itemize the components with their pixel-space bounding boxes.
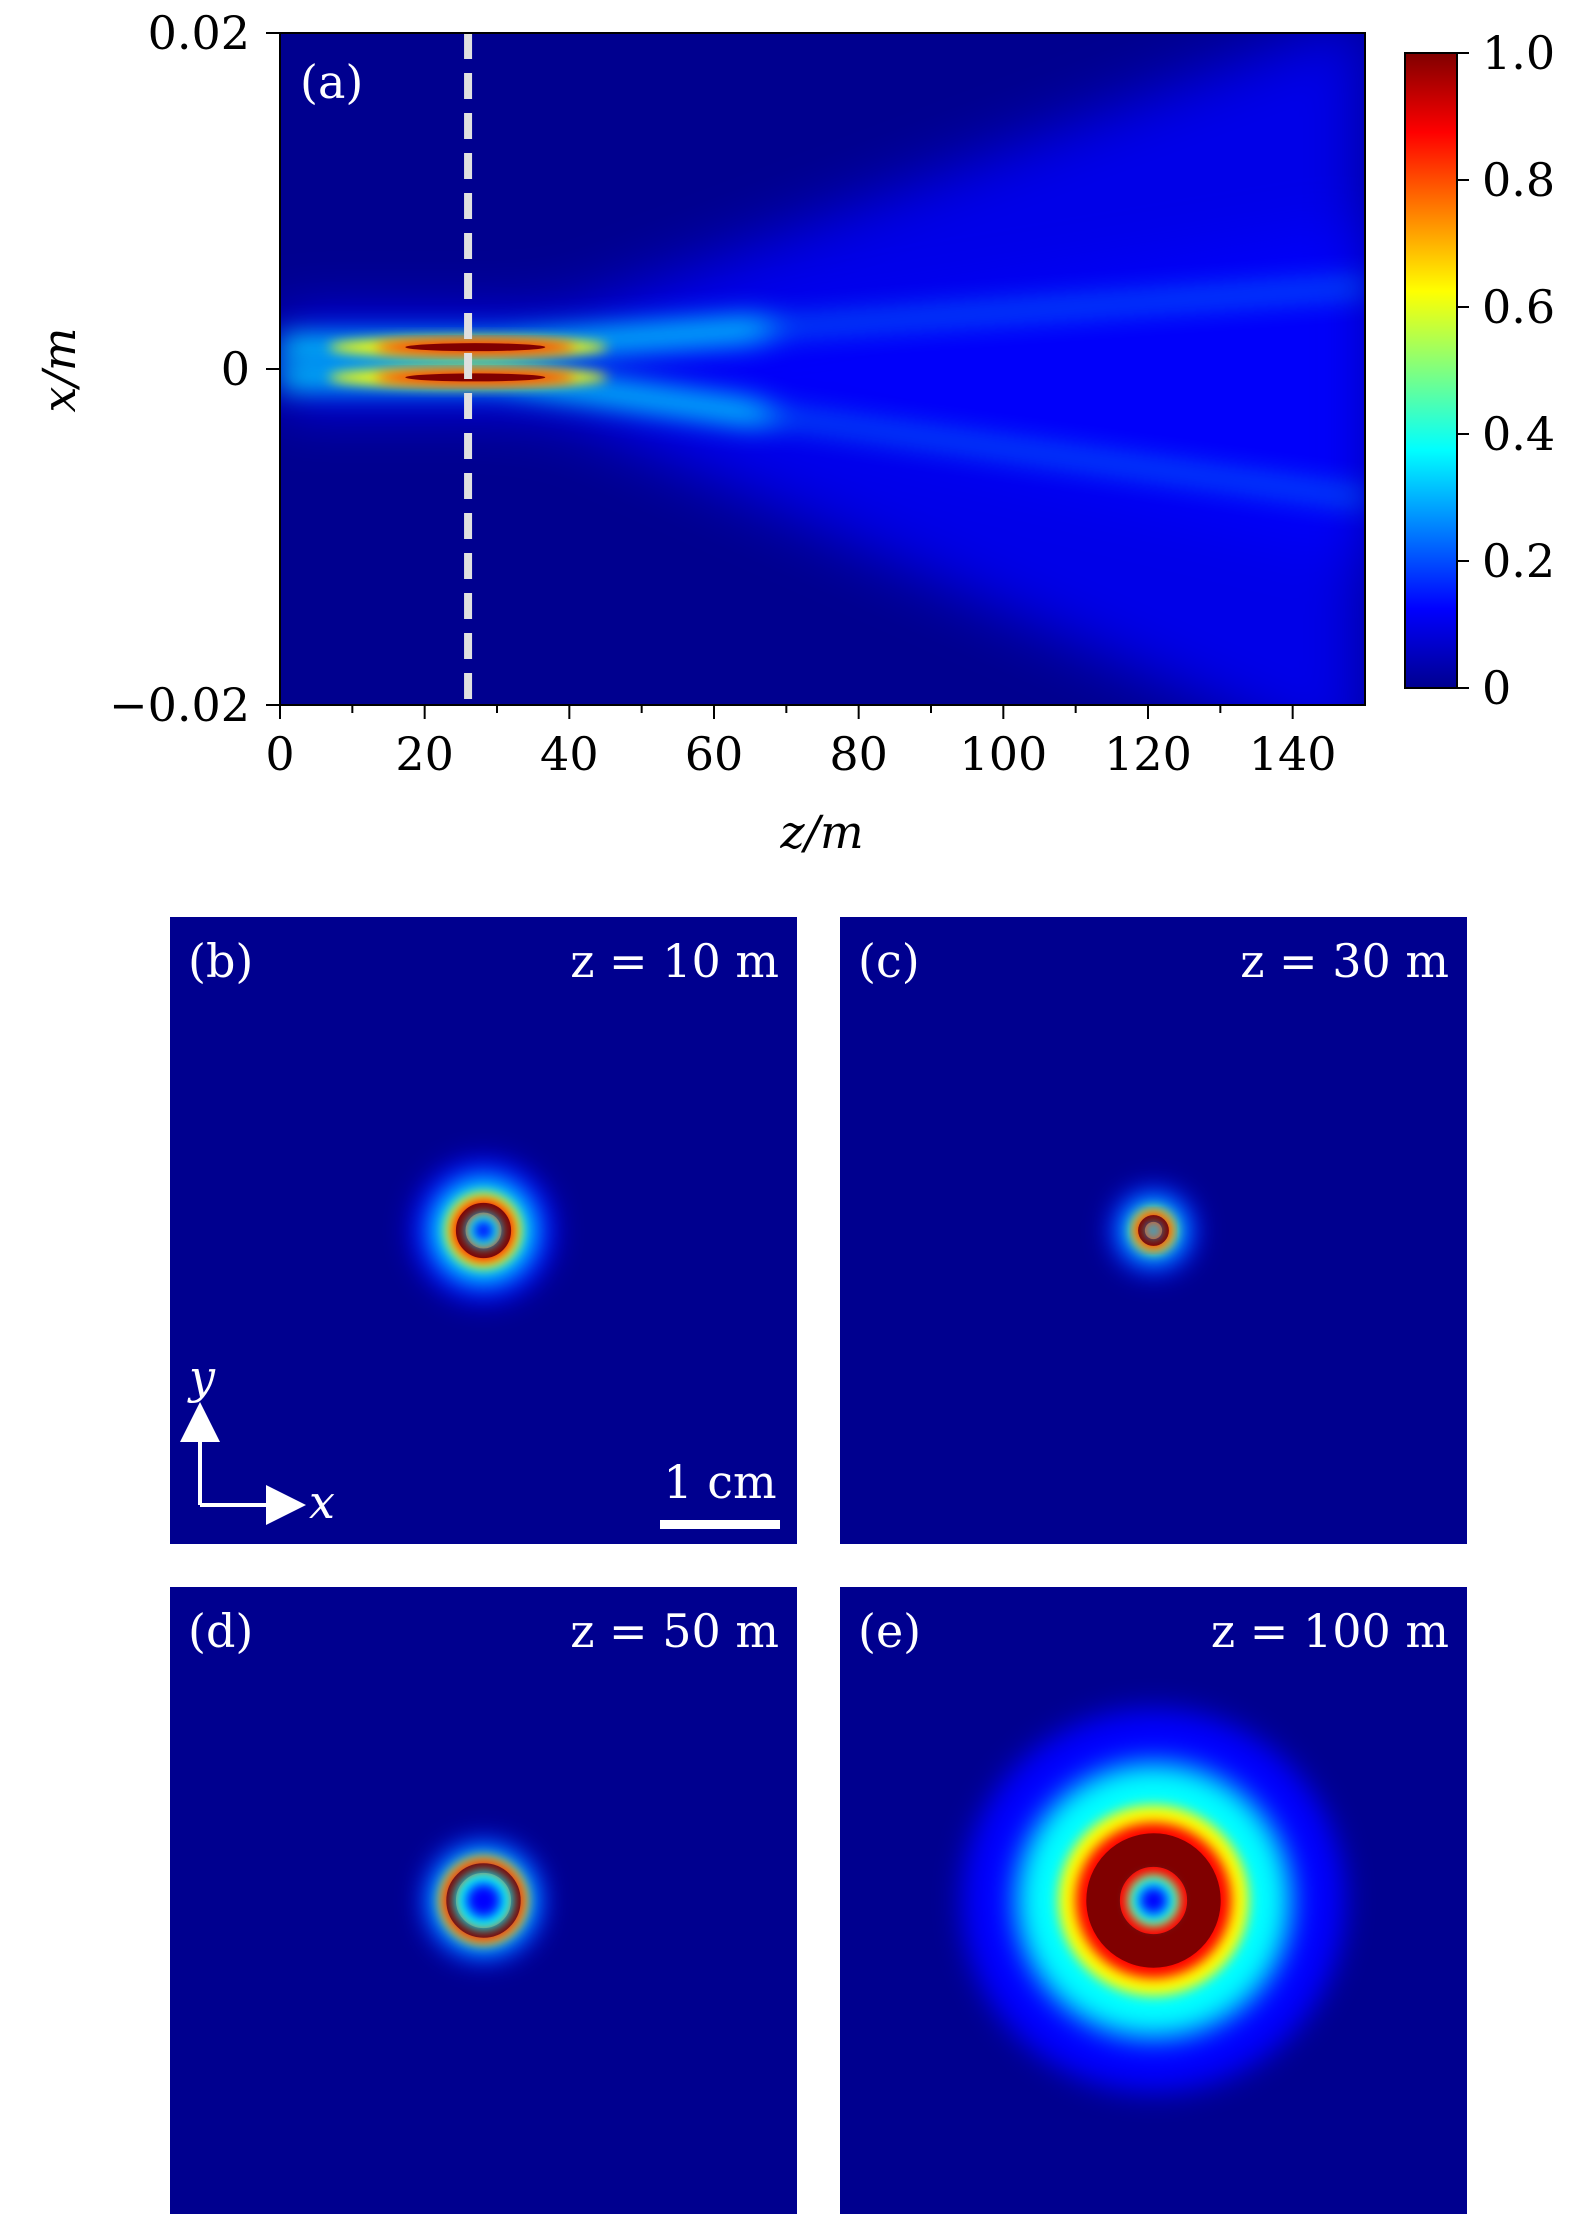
colorbar-tick-label: 0 xyxy=(1482,661,1511,715)
panel-label-d: (d) xyxy=(188,1604,253,1658)
panel-label-c: (c) xyxy=(858,934,920,988)
heatmap-a-marks xyxy=(280,33,1365,705)
colorbar-tick-label: 0.4 xyxy=(1482,407,1555,461)
scale-bar-label: 1 cm xyxy=(663,1455,776,1509)
ring-hole xyxy=(473,1220,494,1241)
x-axis-label-a: z/m xyxy=(779,805,863,859)
ring-hole xyxy=(465,1882,502,1919)
ring-peak xyxy=(446,1863,521,1938)
axis-a: 0 20 40 60 80 100 120 140 0.02 0 −0.02 xyxy=(109,6,1337,781)
ring-e xyxy=(962,1709,1345,2092)
panel-annotation-d: z = 50 m xyxy=(570,1604,779,1658)
panel-label-b: (b) xyxy=(188,934,253,988)
y-axis-label-a: x/m xyxy=(32,327,86,412)
ring-d xyxy=(423,1840,544,1961)
beam-core-peak-upper xyxy=(405,343,546,352)
ring-peak xyxy=(1086,1833,1221,1968)
y-direction-label: y xyxy=(187,1350,216,1404)
x-tick-label: 0 xyxy=(265,727,294,781)
panel-label-a: (a) xyxy=(300,55,363,109)
ring-b xyxy=(412,1159,555,1302)
colorbar-tick-label: 0.6 xyxy=(1482,280,1555,334)
panel-b: (b) z = 10 m xyxy=(170,917,797,1544)
colorbar: 0 0.2 0.4 0.6 0.8 1.0 xyxy=(1404,26,1555,715)
ring-peak xyxy=(1138,1215,1169,1246)
y-tick-label: 0.02 xyxy=(148,6,250,60)
colorbar-tick-label: 1.0 xyxy=(1482,26,1555,80)
ring-hole xyxy=(1139,1886,1168,1915)
ring-peak xyxy=(455,1202,512,1259)
x-tick-label: 60 xyxy=(685,727,744,781)
beam-core-peak-lower xyxy=(405,373,546,382)
x-direction-label: x xyxy=(309,1475,335,1529)
beam-lobe-lower-outer xyxy=(280,224,1365,705)
x-tick-label: 20 xyxy=(395,727,454,781)
colorbar-gradient xyxy=(1404,52,1458,689)
x-tick-label: 140 xyxy=(1249,727,1337,781)
panel-e: (e) z = 100 m xyxy=(840,1587,1467,2214)
colorbar-tick-label: 0.2 xyxy=(1482,534,1555,588)
x-tick-label: 40 xyxy=(540,727,599,781)
scale-bar xyxy=(660,1520,780,1529)
x-tick-label: 80 xyxy=(829,727,888,781)
panel-label-e: (e) xyxy=(858,1604,921,1658)
panel-annotation-b: z = 10 m xyxy=(570,934,779,988)
panel-b-extras: y x 1 cm xyxy=(180,1350,780,1529)
ring-hole xyxy=(1149,1226,1158,1235)
panel-annotation-e: z = 100 m xyxy=(1211,1604,1449,1658)
panel-c: (c) z = 30 m xyxy=(840,917,1467,1544)
colorbar-ticks: 0 0.2 0.4 0.6 0.8 1.0 xyxy=(1457,26,1555,715)
y-tick-label: −0.02 xyxy=(109,678,250,732)
x-tick-label: 100 xyxy=(959,727,1047,781)
panel-d: (d) z = 50 m xyxy=(170,1587,797,2214)
panel-annotation-c: z = 30 m xyxy=(1240,934,1449,988)
ring-c xyxy=(1110,1187,1197,1274)
x-tick-label: 120 xyxy=(1104,727,1192,781)
colorbar-tick-label: 0.8 xyxy=(1482,153,1555,207)
panel-a: 0 20 40 60 80 100 120 140 0.02 0 −0.02 (a) z/m x/m xyxy=(32,6,1366,859)
y-tick-label: 0 xyxy=(221,342,250,396)
